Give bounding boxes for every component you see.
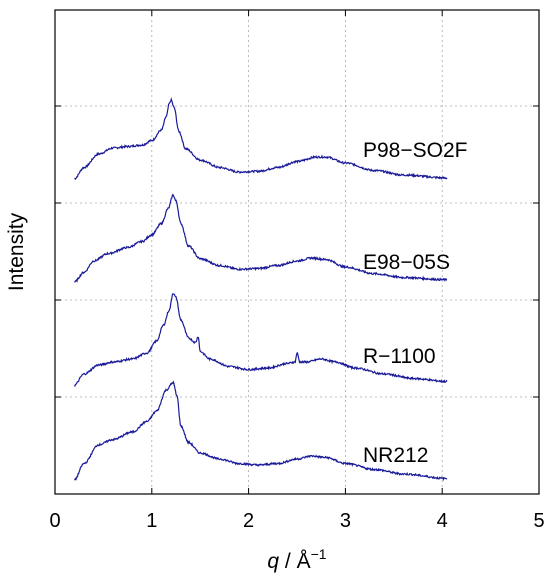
plot-frame bbox=[54, 9, 540, 495]
ticks bbox=[54, 10, 540, 494]
y-axis-title: Intensity bbox=[5, 212, 28, 291]
series-line bbox=[74, 96, 448, 180]
x-axis-title: q / Å−1 bbox=[267, 546, 326, 573]
grid bbox=[55, 10, 539, 494]
series-label: P98−SO2F bbox=[363, 139, 467, 162]
x-tick-labels: 0 1 2 3 4 5 bbox=[49, 510, 544, 532]
series-label: NR212 bbox=[363, 444, 428, 467]
x-axis-unit: / Å bbox=[279, 550, 311, 573]
series-group bbox=[73, 96, 448, 482]
series-label: R−1100 bbox=[363, 345, 436, 368]
x-tick-label: 2 bbox=[243, 510, 254, 532]
x-tick-label: 4 bbox=[437, 510, 448, 532]
x-tick-label: 0 bbox=[49, 510, 60, 532]
x-tick-label: 3 bbox=[340, 510, 351, 532]
x-axis-symbol: q bbox=[267, 550, 279, 573]
series-label: E98−05S bbox=[363, 251, 450, 274]
x-tick-label: 5 bbox=[533, 510, 544, 532]
series-line bbox=[74, 380, 448, 482]
series-labels: P98−SO2F E98−05S R−1100 NR212 bbox=[363, 139, 467, 467]
series-line bbox=[73, 293, 448, 388]
x-tick-label: 1 bbox=[146, 510, 157, 532]
series-line bbox=[74, 193, 448, 283]
x-axis-unit-exponent: −1 bbox=[311, 546, 327, 562]
